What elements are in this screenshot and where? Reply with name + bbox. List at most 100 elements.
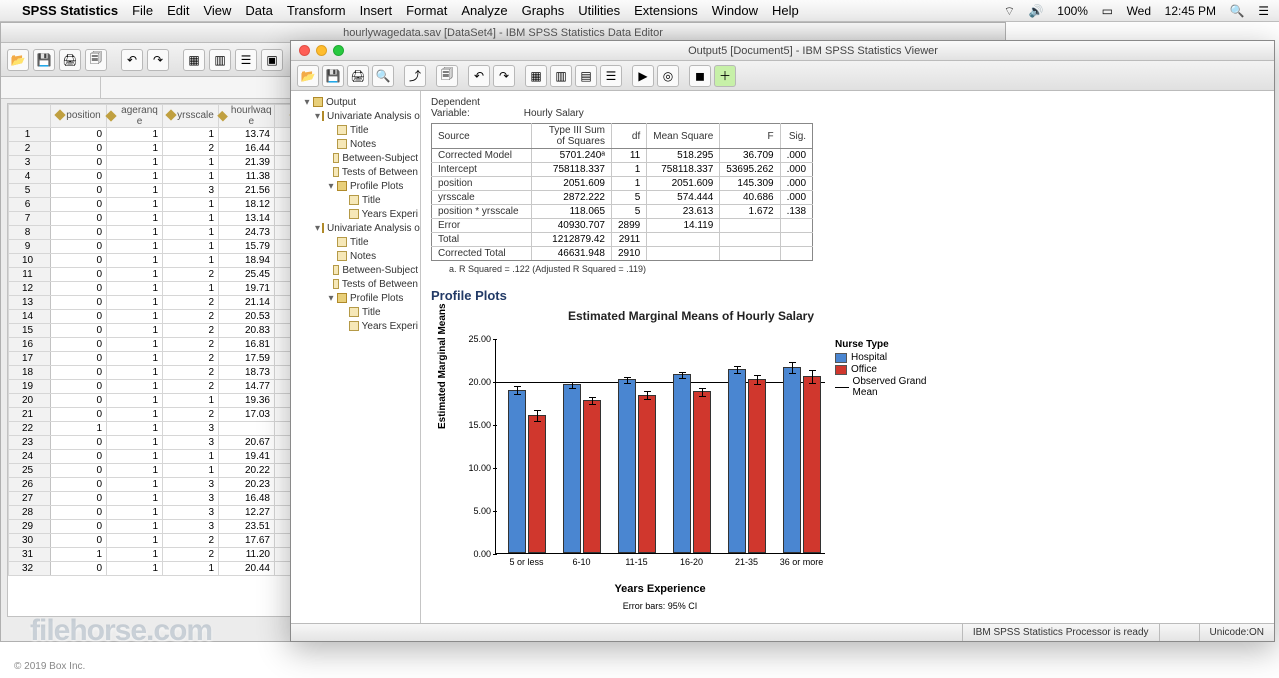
data-cell[interactable]: 1 — [51, 548, 107, 562]
data-cell[interactable]: 1 — [107, 338, 163, 352]
menu-view[interactable]: View — [203, 3, 231, 18]
data-cell[interactable]: 21.39 — [219, 156, 275, 170]
outline-node[interactable]: Title — [293, 193, 418, 207]
row-number[interactable]: 28 — [9, 506, 51, 520]
row-number[interactable]: 22 — [9, 422, 51, 436]
data-cell[interactable]: 0 — [51, 534, 107, 548]
data-cell[interactable]: 21.14 — [219, 296, 275, 310]
outline-node[interactable]: ▾Output — [293, 95, 418, 109]
profile-chart[interactable]: Estimated Marginal Means of Hourly Salar… — [431, 309, 951, 609]
data-cell[interactable]: 3 — [163, 506, 219, 520]
data-cell[interactable]: 0 — [51, 506, 107, 520]
data-cell[interactable]: 0 — [51, 450, 107, 464]
data-cell[interactable]: 1 — [107, 394, 163, 408]
data-cell[interactable]: 2 — [163, 548, 219, 562]
outline-node[interactable]: ▾Univariate Analysis of — [293, 109, 418, 123]
row-number[interactable]: 23 — [9, 436, 51, 450]
data-cell[interactable]: 1 — [107, 254, 163, 268]
data-cell[interactable]: 20.23 — [219, 478, 275, 492]
data-cell[interactable]: 0 — [51, 366, 107, 380]
data-cell[interactable]: 2 — [163, 296, 219, 310]
data-cell[interactable]: 2 — [163, 380, 219, 394]
row-number[interactable]: 11 — [9, 268, 51, 282]
outline-node[interactable]: Years Experi — [293, 207, 418, 221]
table-row[interactable]: Error40930.707289914.119 — [432, 219, 813, 233]
menu-insert[interactable]: Insert — [360, 3, 393, 18]
data-cell[interactable]: 1 — [107, 548, 163, 562]
table-row[interactable]: Corrected Model5701.240ᵃ11518.29536.709.… — [432, 149, 813, 163]
table-row[interactable]: position2051.60912051.609145.309.000 — [432, 177, 813, 191]
data-cell[interactable]: 14.77 — [219, 380, 275, 394]
data-cell[interactable]: 3 — [163, 184, 219, 198]
goto-case-icon[interactable]: ▦ — [183, 49, 205, 71]
row-number[interactable]: 16 — [9, 338, 51, 352]
row-number[interactable]: 5 — [9, 184, 51, 198]
data-cell[interactable]: 0 — [51, 520, 107, 534]
battery-icon[interactable]: ▭ — [1102, 4, 1113, 18]
menu-transform[interactable]: Transform — [287, 3, 346, 18]
data-cell[interactable]: 20.53 — [219, 310, 275, 324]
data-cell[interactable]: 1 — [163, 226, 219, 240]
zoom-icon[interactable] — [333, 45, 344, 56]
data-cell[interactable]: 0 — [51, 408, 107, 422]
row-number[interactable]: 18 — [9, 366, 51, 380]
row-number[interactable]: 4 — [9, 170, 51, 184]
data-cell[interactable]: 19.36 — [219, 394, 275, 408]
data-cell[interactable]: 2 — [163, 338, 219, 352]
outline-node[interactable]: ▾Univariate Analysis of — [293, 221, 418, 235]
data-cell[interactable]: 3 — [163, 422, 219, 436]
data-cell[interactable]: 19.71 — [219, 282, 275, 296]
redo-icon[interactable]: ↷ — [493, 65, 515, 87]
redo-icon[interactable]: ↷ — [147, 49, 169, 71]
data-cell[interactable]: 11.20 — [219, 548, 275, 562]
data-cell[interactable]: 11.38 — [219, 170, 275, 184]
data-cell[interactable]: 21.56 — [219, 184, 275, 198]
outline-node[interactable]: Title — [293, 305, 418, 319]
data-cell[interactable]: 1 — [107, 366, 163, 380]
data-cell[interactable]: 1 — [163, 254, 219, 268]
row-number[interactable]: 15 — [9, 324, 51, 338]
menu-data[interactable]: Data — [245, 3, 272, 18]
save-icon[interactable]: 💾 — [322, 65, 344, 87]
data-cell[interactable]: 1 — [107, 240, 163, 254]
data-cell[interactable]: 20.83 — [219, 324, 275, 338]
data-cell[interactable]: 1 — [107, 464, 163, 478]
data-cell[interactable]: 1 — [107, 492, 163, 506]
row-number[interactable]: 9 — [9, 240, 51, 254]
row-number[interactable]: 2 — [9, 142, 51, 156]
variables-icon[interactable]: ☰ — [600, 65, 622, 87]
data-cell[interactable]: 1 — [107, 520, 163, 534]
data-cell[interactable]: 1 — [107, 380, 163, 394]
data-cell[interactable]: 1 — [163, 450, 219, 464]
data-cell[interactable]: 0 — [51, 352, 107, 366]
variables-icon[interactable]: ☰ — [235, 49, 257, 71]
row-number[interactable]: 27 — [9, 492, 51, 506]
data-cell[interactable]: 13.14 — [219, 212, 275, 226]
data-cell[interactable]: 1 — [107, 562, 163, 576]
goto-var-icon[interactable]: ▥ — [209, 49, 231, 71]
data-cell[interactable]: 0 — [51, 436, 107, 450]
data-cell[interactable]: 0 — [51, 268, 107, 282]
data-cell[interactable]: 1 — [107, 408, 163, 422]
run-icon[interactable]: ▶ — [632, 65, 654, 87]
recall-icon[interactable]: 🗐 — [85, 49, 107, 71]
data-cell[interactable]: 1 — [107, 226, 163, 240]
data-cell[interactable]: 1 — [107, 268, 163, 282]
data-cell[interactable]: 1 — [163, 212, 219, 226]
data-cell[interactable]: 1 — [107, 506, 163, 520]
data-cell[interactable]: 2 — [163, 142, 219, 156]
outline-node[interactable]: Between-Subject — [293, 151, 418, 165]
data-cell[interactable]: 1 — [163, 464, 219, 478]
data-cell[interactable]: 1 — [107, 324, 163, 338]
column-header[interactable]: position — [51, 105, 107, 128]
recall-icon[interactable]: 🗐 — [436, 65, 458, 87]
data-cell[interactable]: 0 — [51, 240, 107, 254]
row-number[interactable]: 3 — [9, 156, 51, 170]
data-cell[interactable]: 16.48 — [219, 492, 275, 506]
print-icon[interactable]: 🖨 — [59, 49, 81, 71]
data-cell[interactable]: 1 — [163, 128, 219, 142]
data-cell[interactable]: 1 — [107, 352, 163, 366]
data-cell[interactable]: 0 — [51, 478, 107, 492]
print-icon[interactable]: 🖨 — [347, 65, 369, 87]
goto-case-icon[interactable]: ▥ — [550, 65, 572, 87]
